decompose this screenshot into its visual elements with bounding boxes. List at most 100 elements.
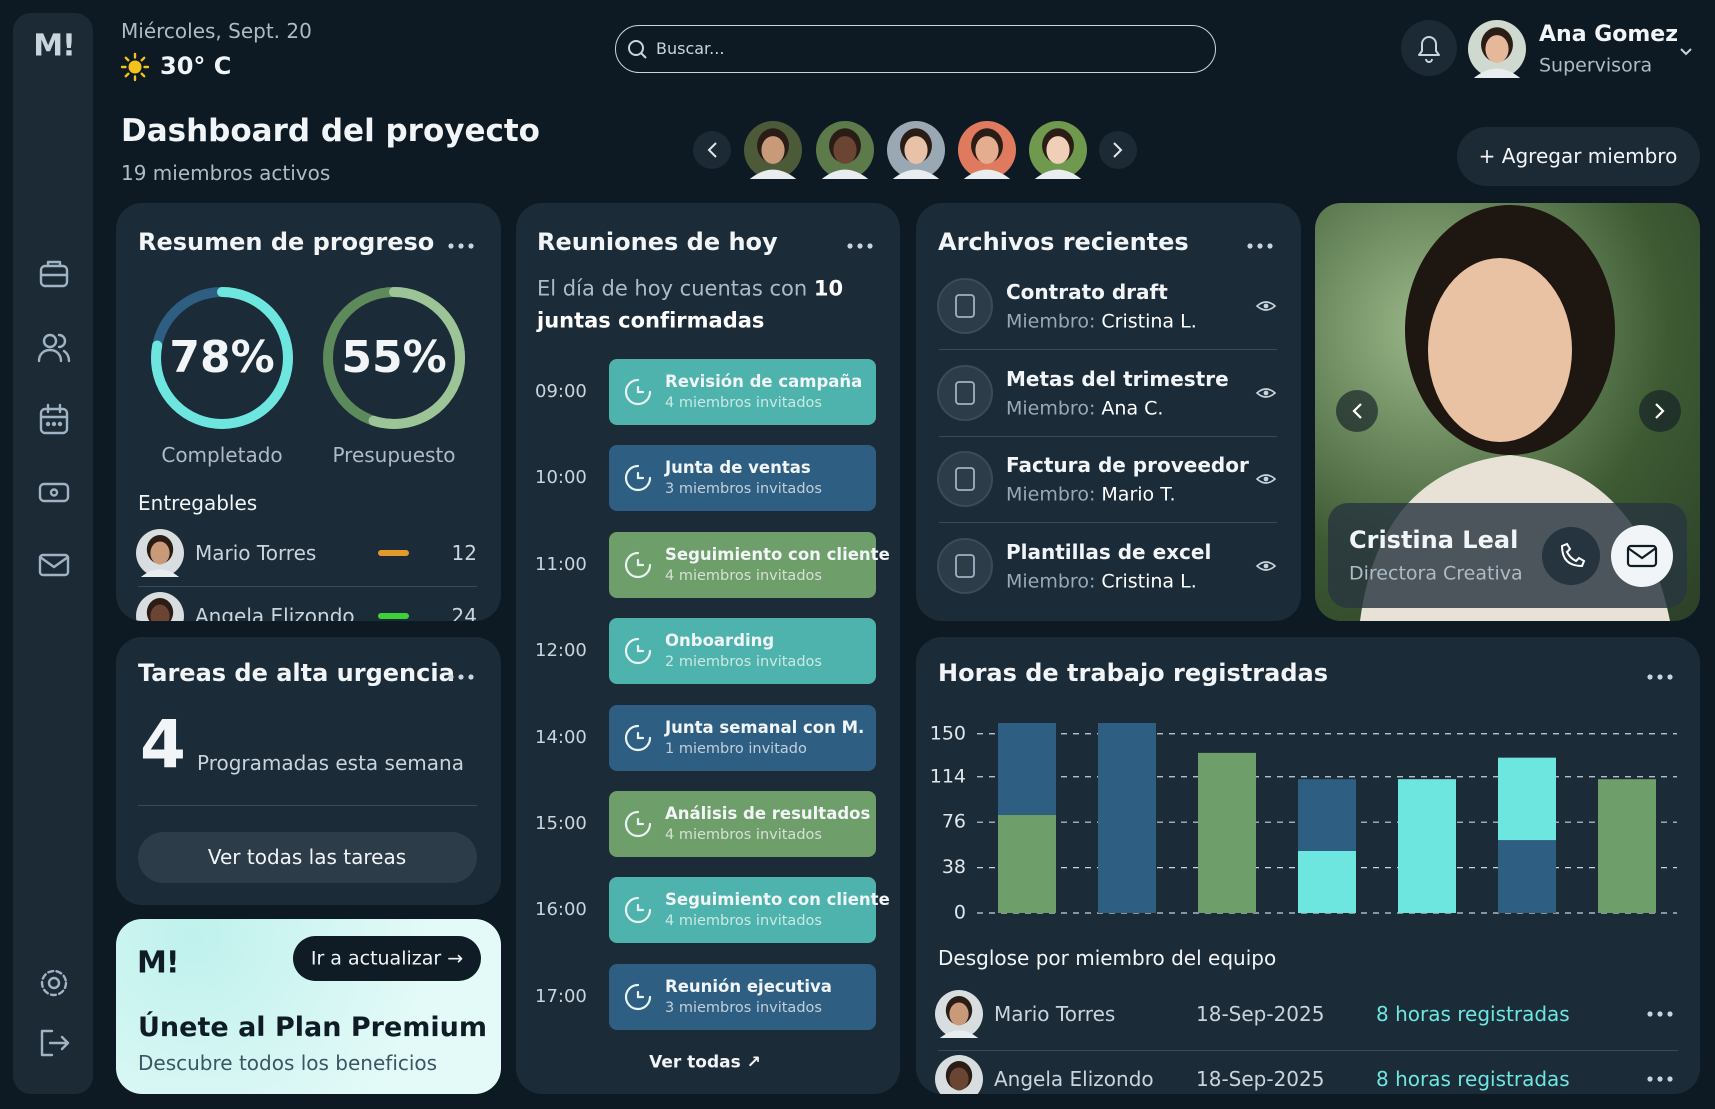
graphic — [151, 287, 465, 429]
photo-arrow[interactable] — [1334, 388, 1380, 434]
meeting-block[interactable]: Reunión ejecutiva 3 miembros invitados — [609, 963, 876, 1030]
file-glyph — [955, 467, 975, 491]
premium-title: Únete al Plan Premium — [138, 1012, 487, 1044]
avatar-face — [150, 604, 170, 621]
meeting-invited: 1 miembro invitado — [665, 740, 807, 757]
y-tick-label: 76 — [942, 811, 966, 833]
button-bg — [937, 537, 993, 594]
file-icon[interactable] — [936, 277, 994, 335]
avatar — [1468, 20, 1526, 78]
call-button[interactable] — [1540, 525, 1602, 587]
meeting-title: Seguimiento con cliente — [665, 544, 890, 564]
button-bg — [1401, 20, 1457, 76]
deliverable-bar — [378, 613, 409, 619]
avatar — [136, 529, 184, 577]
graphic — [624, 378, 652, 406]
bar-segment — [1298, 850, 1356, 913]
graphic — [624, 810, 652, 838]
view-tasks-label: Ver todas las tareas — [207, 845, 407, 869]
meeting-icon — [624, 983, 652, 1010]
photo-arrow[interactable] — [1637, 388, 1683, 434]
intro-prefix: El día de hoy cuentas con — [537, 276, 808, 301]
graphic — [624, 724, 652, 751]
meeting-block[interactable]: Revisión de campaña 4 miembros invitados — [609, 359, 876, 425]
files-card: Archivos recientes Contrato draft Miembro:… — [916, 203, 1301, 621]
more-menu[interactable] — [1646, 1075, 1674, 1083]
file-icon[interactable] — [936, 450, 994, 508]
view-button[interactable] — [1255, 472, 1277, 486]
profile-overlay: Cristina Leal Directora Creativa — [1328, 503, 1687, 608]
more-menu[interactable] — [447, 242, 475, 250]
member-name: Angela Elizondo — [195, 604, 355, 621]
avatar-face — [975, 136, 999, 164]
file-title: Plantillas de excel — [1006, 539, 1212, 564]
file-member: Miembro: Ana C. — [1006, 398, 1163, 419]
card-title: Archivos recientes — [938, 227, 1189, 256]
member-name: Ana C. — [1101, 397, 1164, 420]
meeting-block[interactable]: Onboarding 2 miembros invitados — [609, 618, 876, 685]
bar-segment — [1598, 779, 1656, 913]
dot — [1647, 1011, 1653, 1017]
divider — [939, 349, 1277, 350]
carousel-arrow[interactable] — [691, 129, 733, 171]
search-box[interactable] — [615, 25, 1216, 73]
more-menu[interactable] — [1246, 242, 1274, 250]
view-button[interactable] — [1255, 299, 1277, 313]
meeting-block[interactable]: Seguimiento con cliente 4 miembros invita… — [609, 877, 890, 944]
progress-card: Resumen de progreso 78% Completado 55% Presu… — [116, 203, 501, 621]
upgrade-button[interactable]: Ir a actualizar → — [293, 936, 481, 981]
arrow-icon — [1655, 403, 1665, 419]
dot — [1657, 1011, 1663, 1017]
entry-date: 18-Sep-2025 — [1196, 1002, 1325, 1026]
member-name: Mario T. — [1101, 483, 1176, 506]
dot — [847, 243, 853, 249]
button-bg — [1611, 525, 1673, 587]
file-icon[interactable] — [936, 364, 994, 422]
more-menu[interactable] — [846, 242, 874, 250]
member-name: Cristina L. — [1101, 310, 1197, 333]
more-menu[interactable] — [1646, 1010, 1674, 1018]
sun-ray — [124, 72, 130, 78]
more-menu[interactable] — [447, 673, 475, 681]
page-title: Dashboard del proyecto — [121, 112, 540, 149]
file-title: Metas del trimestre — [1006, 366, 1229, 391]
file-member: Miembro: Cristina L. — [1006, 310, 1197, 333]
avatar — [816, 121, 874, 179]
carousel-arrow[interactable] — [1097, 129, 1139, 171]
meeting-time: 14:00 — [535, 726, 587, 748]
file-glyph — [955, 294, 975, 318]
file-title: Factura de proveedor — [1006, 453, 1249, 477]
member-name: Mario Torres — [994, 1002, 1116, 1026]
premium-logo: M! — [137, 945, 180, 981]
view-tasks-button[interactable]: Ver todas las tareas — [138, 832, 477, 883]
card-title: Horas de trabajo registradas — [938, 658, 1328, 687]
avatar-face — [904, 136, 928, 164]
ring-progress — [323, 287, 465, 429]
upgrade-label: Ir a actualizar → — [310, 947, 464, 970]
graphic — [624, 638, 652, 665]
meeting-block[interactable]: Junta de ventas 3 miembros invitados — [609, 445, 876, 512]
avatar-face — [150, 541, 170, 565]
meeting-block[interactable]: Junta semanal con M. 1 miembro invitado — [609, 704, 876, 771]
notifications[interactable] — [1399, 18, 1459, 78]
meeting-invited: 3 miembros invitados — [665, 999, 822, 1016]
view-button[interactable] — [1255, 559, 1277, 573]
more-menu[interactable] — [1646, 673, 1674, 681]
graphic — [120, 52, 150, 82]
meeting-block[interactable]: Análisis de resultados 4 miembros invitad… — [609, 791, 876, 857]
ring-caption: Completado — [161, 443, 283, 467]
file-glyph — [955, 380, 975, 405]
meeting-invited: 2 miembros invitados — [665, 654, 822, 671]
ring-label: 55% — [341, 331, 447, 383]
add-member-button[interactable]: + Agregar miembro — [1457, 127, 1700, 186]
meeting-block[interactable]: Seguimiento con cliente 4 miembros invita… — [609, 531, 890, 598]
avatar-face — [1485, 35, 1509, 63]
eye-pupil — [1263, 476, 1269, 482]
featured-name: Cristina Leal — [1349, 525, 1519, 554]
view-button[interactable] — [1255, 386, 1277, 400]
button-bg — [1099, 131, 1137, 169]
deliverable-count: 12 — [451, 541, 477, 565]
file-icon[interactable] — [936, 537, 994, 595]
email-button[interactable] — [1609, 523, 1675, 589]
view-all-link[interactable]: Ver todas ↗ — [649, 1052, 761, 1073]
